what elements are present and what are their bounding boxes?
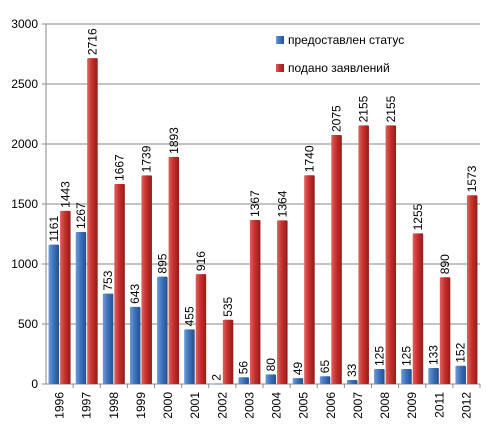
- data-label-status-granted: 125: [399, 346, 413, 366]
- bar-status-granted: [184, 329, 195, 384]
- data-label-status-granted: 643: [128, 283, 142, 303]
- legend-label-status-granted: предоставлен статус: [288, 33, 404, 47]
- data-label-applications: 916: [194, 251, 208, 271]
- data-label-applications: 1667: [113, 154, 127, 181]
- data-label-status-granted: 895: [155, 253, 169, 273]
- data-label-applications: 535: [221, 296, 235, 316]
- data-label-status-granted: 56: [237, 361, 251, 375]
- data-label-applications: 1739: [140, 145, 154, 172]
- data-label-applications: 1573: [465, 165, 479, 192]
- x-tick-label: 1996: [53, 392, 67, 419]
- y-tick-label: 500: [18, 317, 38, 331]
- bar-applications: [195, 274, 207, 384]
- x-tick-label: 2009: [405, 392, 419, 419]
- legend-label-applications: подано заявлений: [288, 61, 390, 75]
- bar-status-granted: [129, 306, 141, 384]
- bar-status-granted: [48, 244, 60, 384]
- bar-applications: [168, 156, 180, 384]
- bar-applications: [222, 319, 234, 384]
- x-tick-label: 1997: [80, 392, 94, 419]
- bar-status-granted: [292, 378, 304, 384]
- x-tick-label: 1998: [107, 392, 121, 419]
- x-tick-label: 2000: [161, 392, 175, 419]
- x-tick-label: 2004: [270, 392, 284, 419]
- bar-applications: [412, 233, 424, 384]
- data-label-status-granted: 33: [345, 363, 359, 377]
- y-tick-label: 1500: [11, 197, 38, 211]
- bar-applications: [87, 58, 98, 385]
- bar-applications: [439, 277, 451, 384]
- x-tick-label: 2008: [378, 392, 392, 419]
- x-tick-label: 2002: [215, 392, 229, 419]
- y-tick-label: 3000: [11, 17, 38, 31]
- data-label-status-granted: 49: [291, 361, 305, 375]
- bar-status-granted: [265, 374, 277, 384]
- bar-applications: [141, 175, 152, 384]
- data-label-status-granted: 125: [372, 346, 386, 366]
- bar-status-granted: [455, 365, 466, 384]
- data-label-status-granted: 2: [210, 374, 224, 381]
- x-tick-label: 2007: [351, 392, 365, 419]
- data-label-applications: 2155: [357, 95, 371, 122]
- y-tick-label: 0: [31, 377, 38, 391]
- data-label-applications: 1364: [275, 190, 289, 217]
- bar-applications: [385, 125, 397, 385]
- data-label-applications: 1740: [302, 145, 316, 172]
- data-label-status-granted: 65: [318, 360, 332, 374]
- data-label-applications: 1443: [58, 181, 72, 208]
- bar-status-granted: [75, 231, 87, 384]
- bar-status-granted: [346, 380, 358, 384]
- data-label-applications: 1255: [411, 203, 425, 230]
- bar-status-granted: [401, 369, 412, 384]
- bar-status-granted: [319, 376, 331, 384]
- bar-applications: [60, 210, 71, 384]
- x-tick-label: 1999: [134, 392, 148, 419]
- x-tick-label: 2011: [432, 392, 446, 418]
- x-tick-label: 2006: [324, 392, 338, 419]
- bar-applications: [331, 135, 342, 384]
- bars: [48, 58, 478, 385]
- data-label-applications: 890: [438, 254, 452, 274]
- legend: предоставлен статус подано заявлений: [276, 33, 404, 75]
- data-label-applications: 1367: [248, 190, 262, 217]
- x-tick-label: 2012: [459, 392, 473, 419]
- x-tick-label: 2003: [242, 392, 256, 419]
- bar-applications: [114, 183, 125, 384]
- y-tick-label: 2000: [11, 137, 38, 151]
- data-label-applications: 1893: [167, 127, 181, 154]
- data-label-status-granted: 133: [427, 345, 441, 365]
- axes: 0 500 1000 1500 2000 2500 3000 1996 1997 1998 1999…: [11, 17, 481, 419]
- bar-status-granted: [211, 383, 222, 385]
- legend-swatch-status-granted: [276, 36, 284, 44]
- data-label-status-granted: 753: [101, 270, 115, 290]
- data-label-status-granted: 1267: [74, 202, 88, 229]
- data-label-status-granted: 80: [264, 358, 278, 372]
- data-label-status-granted: 1161: [47, 216, 61, 242]
- bar-status-granted: [102, 293, 114, 384]
- bar-applications: [304, 175, 315, 384]
- bar-status-granted: [238, 377, 249, 384]
- legend-swatch-applications: [276, 64, 284, 72]
- data-label-applications: 2716: [85, 28, 99, 55]
- x-tick-label: 2001: [188, 392, 202, 419]
- data-label-status-granted: 152: [454, 342, 468, 362]
- y-tick-label: 2500: [11, 77, 38, 91]
- data-label-status-granted: 455: [182, 306, 196, 326]
- bar-applications: [249, 219, 261, 384]
- x-tick-label: 2005: [297, 392, 311, 419]
- bar-applications: [466, 195, 478, 384]
- bar-status-granted: [374, 369, 385, 384]
- bar-status-granted: [157, 276, 168, 384]
- y-tick-label: 1000: [11, 257, 38, 271]
- data-label-applications: 2155: [384, 95, 398, 122]
- bar-status-granted: [428, 368, 439, 384]
- data-label-applications: 2075: [330, 105, 344, 132]
- bar-applications: [277, 220, 288, 384]
- bar-applications: [358, 125, 369, 385]
